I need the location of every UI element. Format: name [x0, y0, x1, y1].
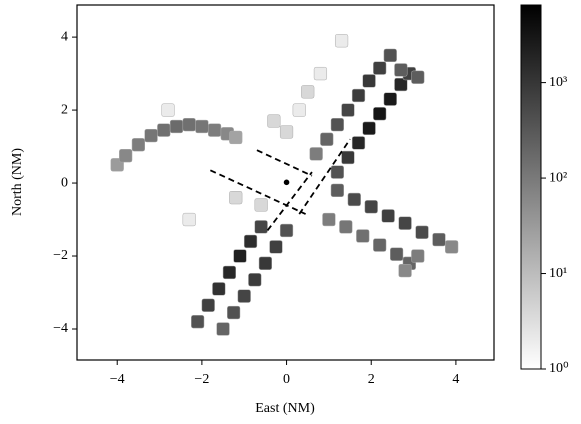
x-tick-label: 0	[283, 372, 290, 387]
x-tick-label: −2	[194, 372, 209, 387]
hist-cell	[415, 225, 429, 239]
hist-cell	[320, 132, 334, 146]
hist-cell	[212, 282, 226, 296]
hist-cell	[216, 322, 230, 336]
hist-cell	[229, 191, 243, 205]
hist-cell	[169, 119, 184, 134]
hist-cell	[364, 200, 378, 214]
hist-cell	[313, 66, 328, 81]
hist-cell	[233, 249, 247, 263]
colorbar	[520, 4, 542, 370]
colorbar-tick-label: 10³	[549, 75, 567, 90]
hist-cell	[341, 103, 355, 117]
hist-cell	[432, 232, 446, 247]
hist-cell	[398, 263, 412, 278]
hist-cell	[248, 273, 262, 287]
hist-cell	[373, 61, 387, 75]
hist-cell	[144, 128, 158, 143]
y-axis-label: North (NM)	[10, 148, 25, 216]
y-tick-label: 4	[61, 29, 68, 44]
hist-cell	[445, 240, 459, 254]
hist-cell	[334, 34, 349, 48]
y-tick-label: −4	[53, 321, 68, 336]
hist-cell	[381, 209, 395, 223]
hist-cell	[279, 223, 294, 238]
hist-cell	[341, 150, 355, 165]
hist-cell	[362, 121, 376, 135]
hist-cell	[411, 249, 425, 263]
hist-cell	[182, 118, 196, 132]
hist-cell	[362, 74, 376, 88]
hist-cell	[157, 123, 171, 137]
hist-cell	[182, 212, 196, 227]
hist-cell	[330, 165, 344, 179]
hist-cell	[330, 183, 344, 197]
hist-cell	[347, 192, 361, 207]
hist-cell	[191, 315, 205, 329]
hist-cell	[394, 77, 408, 92]
x-tick-label: −4	[110, 372, 125, 387]
hist-cell	[131, 138, 145, 152]
hist-cell	[269, 240, 283, 254]
x-tick-label: 2	[368, 372, 375, 387]
hist-cell	[243, 234, 258, 249]
hist-cell	[394, 63, 408, 77]
hist-cell	[411, 70, 425, 84]
hist-cell	[279, 125, 294, 139]
hist-cell	[161, 103, 175, 117]
hist-cell	[373, 107, 387, 121]
y-tick-label: 0	[61, 175, 68, 190]
plot-frame	[76, 4, 495, 361]
hist-cell	[351, 88, 366, 103]
hist-cell	[339, 220, 353, 234]
hist-cell	[398, 216, 412, 230]
hist-cell	[351, 136, 366, 150]
hist-cell	[383, 92, 397, 106]
hist-cell	[254, 220, 268, 234]
hist-cell	[267, 114, 281, 128]
hist-cell	[254, 198, 268, 212]
runway-line	[266, 171, 313, 232]
hist-cell	[383, 48, 397, 62]
y-tick-label: 2	[61, 102, 68, 117]
runway-line	[298, 138, 351, 215]
hist-cell	[229, 130, 243, 145]
x-axis-label: East (NM)	[255, 401, 315, 416]
colorbar-tick-label: 10²	[549, 170, 567, 185]
runway-line	[209, 169, 306, 215]
hist-cell	[309, 147, 323, 161]
hist-cell	[119, 149, 133, 163]
y-tick-label: −2	[53, 248, 68, 263]
hist-cell	[356, 229, 370, 243]
hist-cell	[301, 85, 315, 99]
hist-cell	[201, 298, 215, 312]
hist-cell	[207, 123, 222, 137]
x-tick-label: 4	[452, 372, 459, 387]
hist-cell	[227, 305, 241, 320]
hist-cell	[330, 118, 344, 132]
runway-line	[256, 149, 313, 177]
hist-cell	[292, 103, 306, 117]
hist-cell	[237, 289, 251, 303]
hist-cell	[195, 119, 209, 134]
plot-area	[110, 34, 459, 336]
hist-cell	[373, 238, 387, 252]
hist-cell	[222, 265, 237, 280]
colorbar-tick-label: 10⁰	[549, 361, 569, 376]
colorbar-tick-label: 10¹	[549, 266, 567, 281]
hist-cell	[390, 247, 404, 261]
reference-point	[283, 179, 290, 186]
hist-cell	[322, 212, 336, 227]
hist-cell	[258, 256, 272, 270]
